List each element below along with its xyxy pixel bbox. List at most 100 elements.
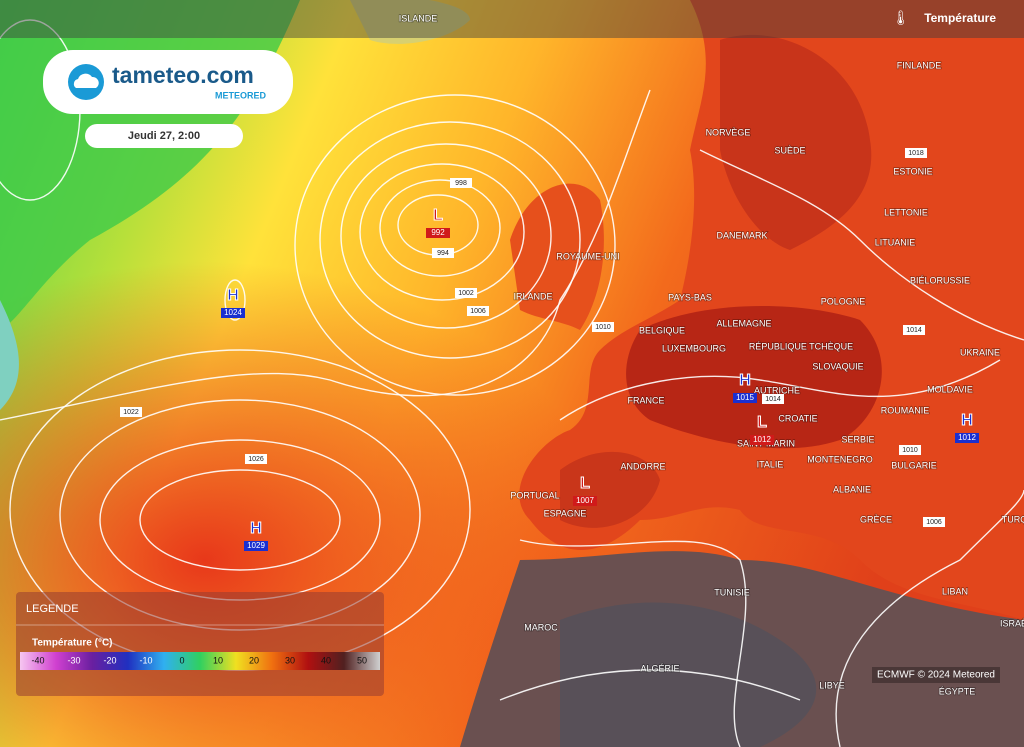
legend-scale-label: 30 bbox=[285, 655, 295, 665]
isobar-label: 1018 bbox=[908, 150, 924, 157]
credit: ECMWF © 2024 Meteored bbox=[877, 670, 995, 681]
pressure-type: L bbox=[580, 475, 590, 492]
country-label: ALBANIE bbox=[833, 484, 871, 494]
isobar-label-box bbox=[899, 445, 921, 455]
country-label: LITUANIE bbox=[875, 237, 916, 247]
pressure-type: H bbox=[961, 412, 973, 429]
isobar-label: 1006 bbox=[470, 308, 486, 315]
country-label: POLOGNE bbox=[821, 296, 866, 306]
isobar-label: 1014 bbox=[906, 327, 922, 334]
credit-box bbox=[872, 667, 1000, 683]
country-label: MOLDAVIE bbox=[927, 384, 973, 394]
legend-subtitle: Température (°C) bbox=[32, 638, 113, 649]
country-label: ISLANDE bbox=[399, 13, 438, 23]
country-label: LETTONIE bbox=[884, 207, 928, 217]
country-label: FRANCE bbox=[627, 395, 664, 405]
isobar-label: 1022 bbox=[123, 409, 139, 416]
pressure-value: 1024 bbox=[224, 308, 242, 317]
legend: LEGENDE Température (°C) -40 -30 -20 -10 0 10… bbox=[16, 592, 384, 696]
isobar-label-box bbox=[905, 148, 927, 158]
country-label: ITALIE bbox=[757, 459, 784, 469]
country-label: PAYS-BAS bbox=[668, 292, 712, 302]
isobar-label: 1026 bbox=[248, 456, 264, 463]
isobar-label-box bbox=[903, 325, 925, 335]
legend-scale-label: 50 bbox=[357, 655, 367, 665]
legend-scale-bar bbox=[20, 652, 380, 670]
pressure-type: H bbox=[250, 520, 262, 537]
layer-name[interactable]: Température bbox=[924, 11, 996, 25]
isobar-label-box bbox=[245, 454, 267, 464]
pressure-value-box bbox=[244, 541, 268, 551]
country-label: LIBYE bbox=[819, 680, 845, 690]
country-label: TURQUIE bbox=[1002, 514, 1024, 524]
country-label: NORVÈGE bbox=[706, 127, 751, 137]
pressure-value: 992 bbox=[431, 228, 445, 237]
pressure-value-box bbox=[573, 496, 597, 506]
legend-title: LEGENDE bbox=[26, 603, 79, 615]
thermometer-icon: 🌡 bbox=[892, 10, 910, 26]
sub-brand: METEORED bbox=[215, 90, 267, 100]
legend-scale-label: -10 bbox=[139, 655, 152, 665]
country-label: ROYAUME-UNI bbox=[556, 251, 619, 261]
isobar-label-box bbox=[455, 288, 477, 298]
pressure-value: 1015 bbox=[736, 393, 754, 402]
isobar-label: 1002 bbox=[458, 290, 474, 297]
country-label: SUÈDE bbox=[774, 145, 805, 155]
isobar-label-box bbox=[762, 394, 784, 404]
country-label: ALLEMAGNE bbox=[716, 318, 771, 328]
pressure-type: L bbox=[433, 207, 443, 224]
country-label: ROUMANIE bbox=[881, 405, 930, 415]
isobar-label-box bbox=[120, 407, 142, 417]
country-label: PORTUGAL bbox=[510, 490, 559, 500]
country-label: LUXEMBOURG bbox=[662, 343, 726, 353]
pressure-value-box bbox=[955, 433, 979, 443]
pressure-value-box bbox=[426, 228, 450, 238]
country-label: ÉGYPTE bbox=[939, 686, 976, 696]
logo-box[interactable] bbox=[43, 50, 293, 114]
pressure-type: L bbox=[757, 414, 767, 431]
pressure-type: H bbox=[227, 287, 239, 304]
pressure-value: 1012 bbox=[958, 433, 976, 442]
pressure-value: 1007 bbox=[576, 496, 594, 505]
country-label: SLOVAQUIE bbox=[812, 361, 863, 371]
country-label: MAROC bbox=[524, 622, 558, 632]
country-label: ESTONIE bbox=[893, 166, 932, 176]
brand: tameteo.com bbox=[112, 62, 254, 88]
pressure-value: 1029 bbox=[247, 541, 265, 550]
country-label: LIBAN bbox=[942, 586, 968, 596]
logo-cloud bbox=[73, 73, 99, 88]
isobar-label: 1014 bbox=[765, 396, 781, 403]
legend-scale-label: -30 bbox=[67, 655, 80, 665]
country-label: DANEMARK bbox=[716, 230, 767, 240]
isobar-label: 1010 bbox=[902, 447, 918, 454]
isobar-label: 994 bbox=[437, 250, 449, 257]
country-label: BELGIQUE bbox=[639, 325, 685, 335]
pressure-value-box bbox=[733, 393, 757, 403]
date-pill[interactable] bbox=[85, 124, 243, 148]
legend-scale-label: 40 bbox=[321, 655, 331, 665]
country-label: MONTENEGRO bbox=[807, 454, 873, 464]
legend-scale-label: 20 bbox=[249, 655, 259, 665]
isobar-label-box bbox=[592, 322, 614, 332]
country-label: CROATIE bbox=[778, 413, 817, 423]
country-label: TUNISIE bbox=[714, 587, 750, 597]
pressure-value-box bbox=[750, 435, 774, 445]
date: Jeudi 27, 2:00 bbox=[128, 130, 200, 142]
legend-scale-label: 0 bbox=[179, 655, 184, 665]
country-label: BULGARIE bbox=[891, 460, 937, 470]
country-label: ISRAËL bbox=[1000, 618, 1024, 628]
country-label: UKRAINE bbox=[960, 347, 1000, 357]
country-label: ALGÉRIE bbox=[640, 663, 679, 673]
country-label: RÉPUBLIQUE TCHÈQUE bbox=[749, 341, 853, 351]
legend-scale-label: -20 bbox=[103, 655, 116, 665]
top-bar bbox=[0, 0, 1024, 38]
country-label: GRÈCE bbox=[860, 514, 892, 524]
country-label: AUTRICHE bbox=[754, 385, 800, 395]
pressure-value: 1012 bbox=[753, 435, 771, 444]
isobar-label-box bbox=[923, 517, 945, 527]
isobar-label: 998 bbox=[455, 180, 467, 187]
labels: ISLANDE FINLANDE NORVÈGE SUÈDE ESTONIE LETTON… bbox=[120, 13, 1024, 697]
isobar-label: 1006 bbox=[926, 519, 942, 526]
country-label: ESPAGNE bbox=[544, 508, 587, 518]
